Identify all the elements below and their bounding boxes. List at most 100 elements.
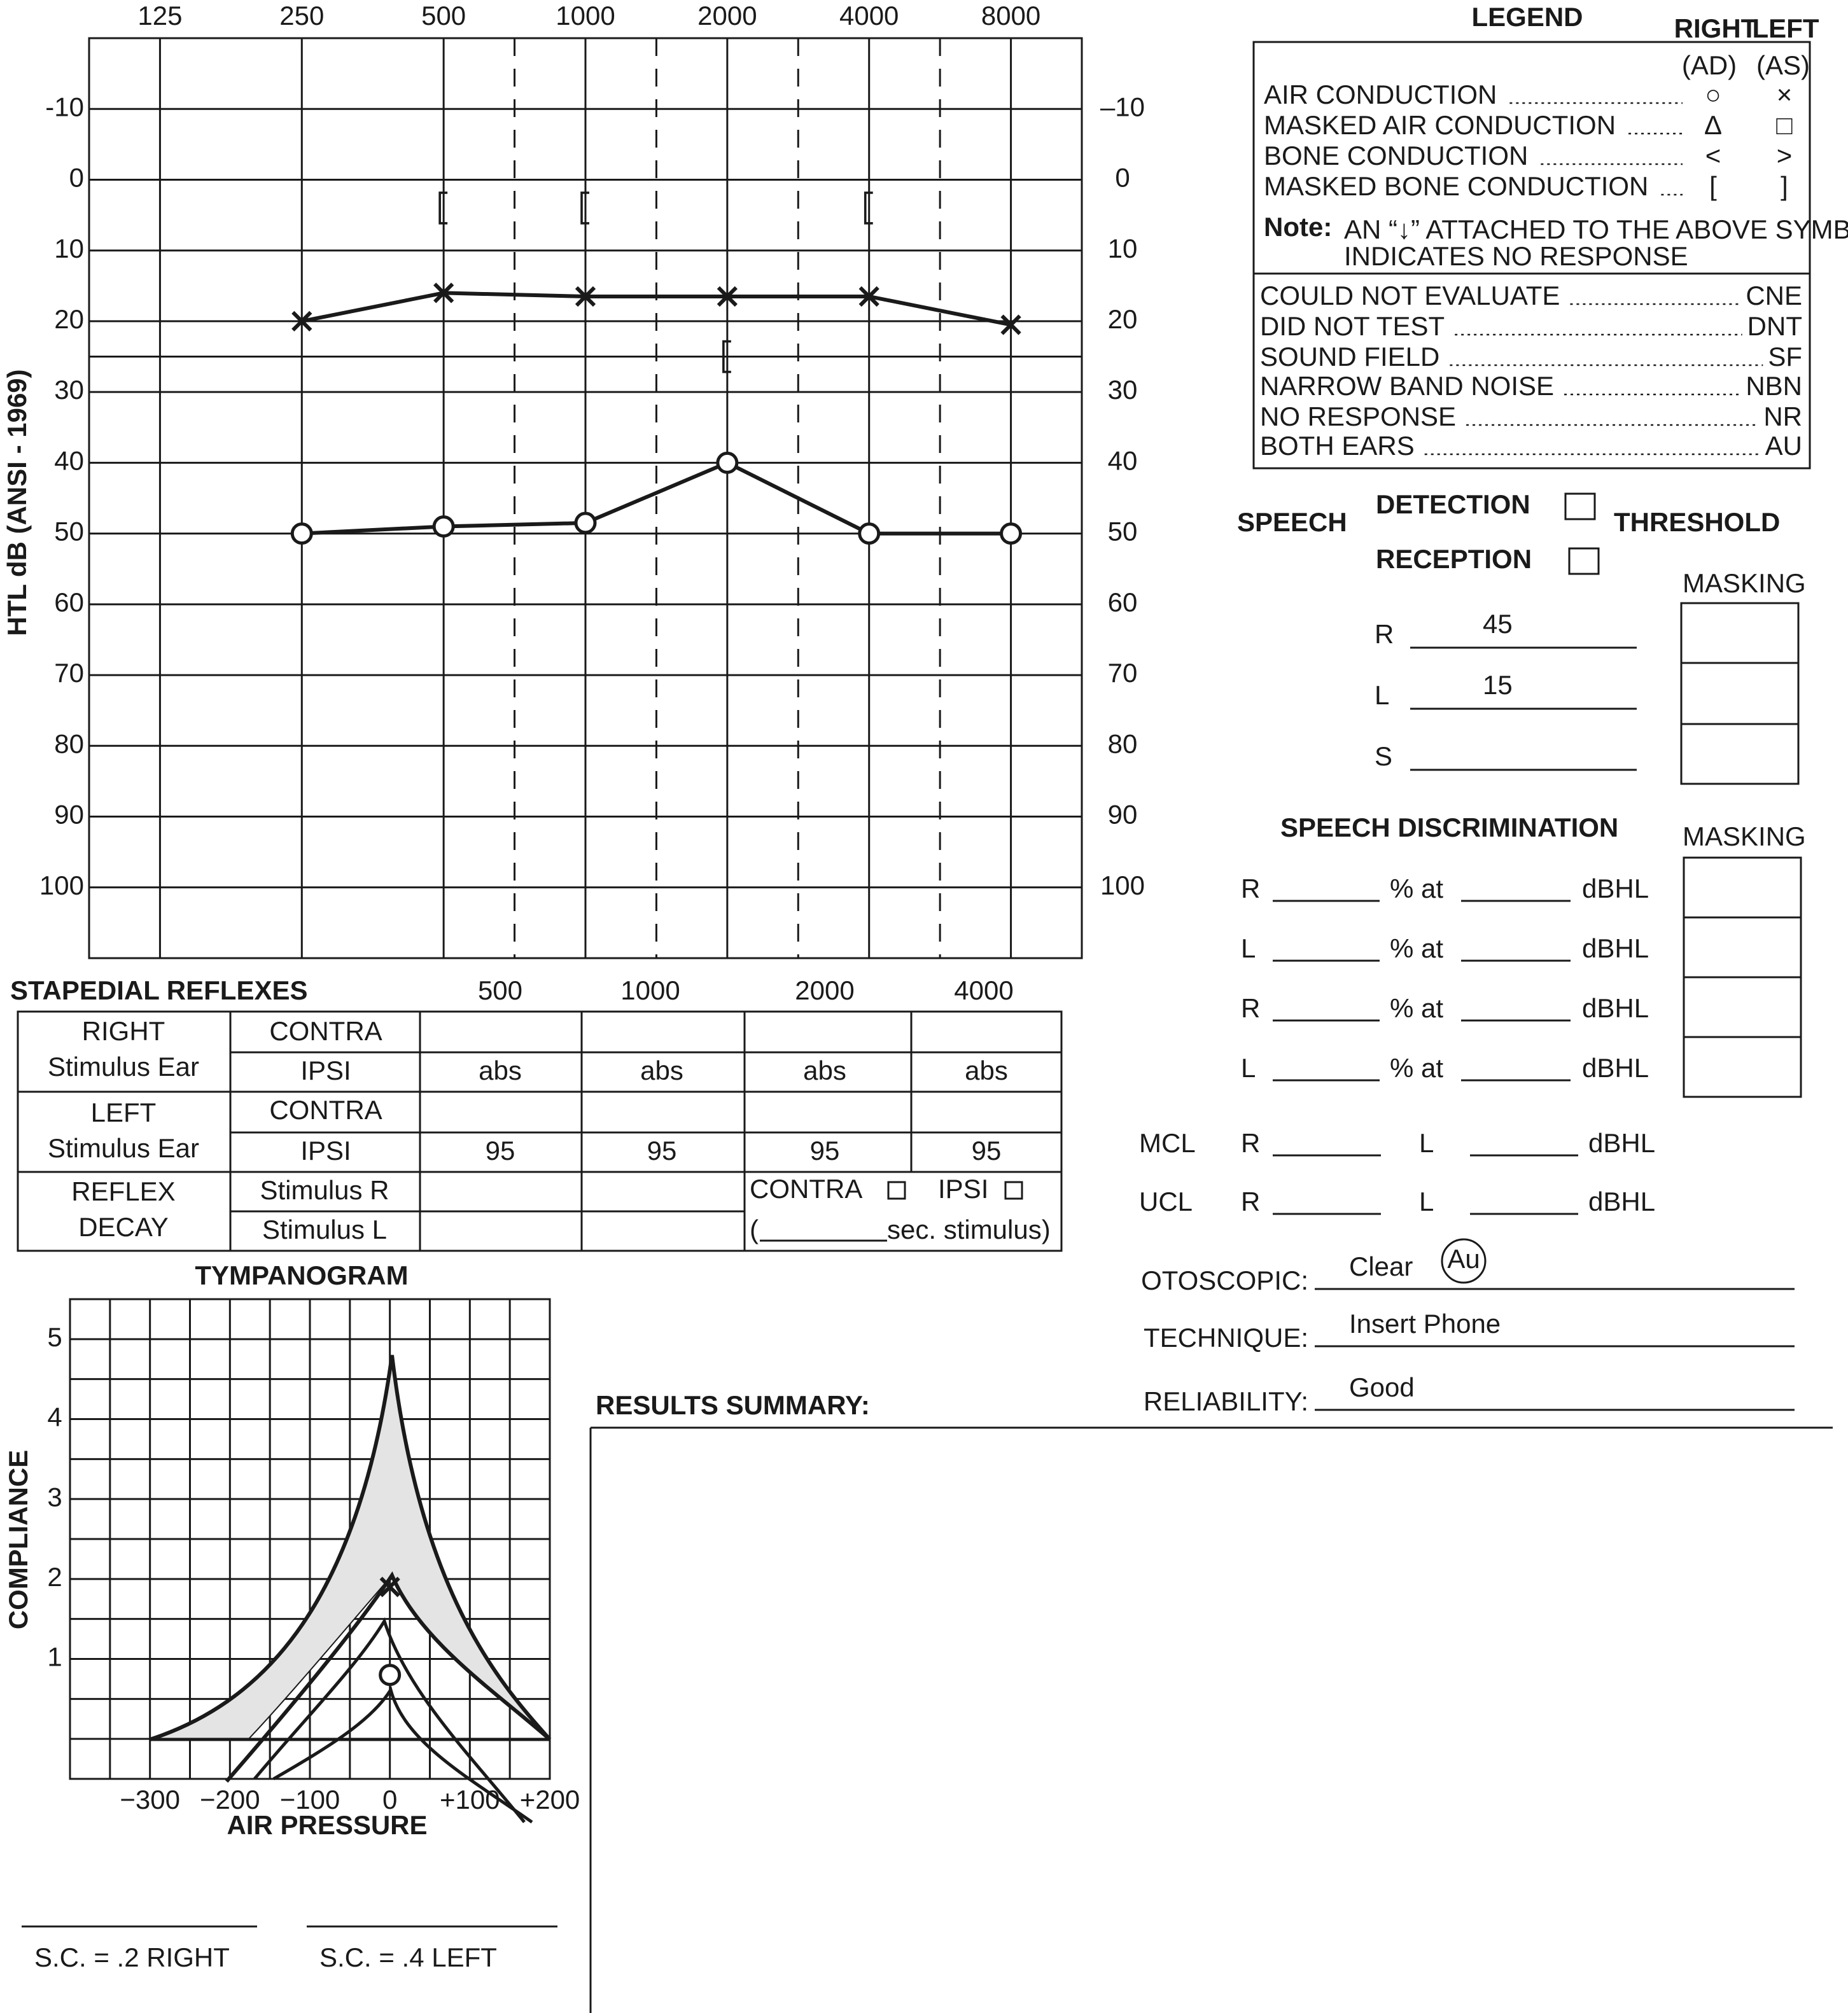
y-axis-label: COMPLIANCE [3,1450,33,1629]
unit: dBHL [1582,1053,1649,1083]
marker-bracket [722,340,731,373]
circled-ear [1441,1238,1487,1284]
y2-tick-label: 40 [1108,445,1138,475]
unit: dBHL [1582,933,1649,963]
x-tick-label: 0 [382,1785,397,1814]
field-value: Au [1447,1244,1480,1274]
legend-symbol: [ [1709,171,1717,201]
x-axis-label: AIR PRESSURE [227,1810,427,1840]
x-tick-label: −300 [120,1785,180,1814]
marker-x [379,1577,400,1598]
marker-x [717,286,738,307]
marker-bracket [580,192,589,225]
legend-label: BONE CONDUCTION [1264,141,1528,171]
y2-tick-label: 0 [1115,163,1130,193]
y2-tick-label: 60 [1108,587,1138,617]
y2-tick-label: 70 [1108,658,1138,688]
y-tick-label: 20 [54,304,84,334]
field-label: RELIABILITY: [1144,1386,1308,1416]
field-label: TECHNIQUE: [1144,1323,1308,1353]
abbreviation-label: SOUND FIELD [1260,342,1439,372]
x-tick-label: 250 [279,1,324,31]
section-label: SPEECH [1237,507,1347,537]
abbreviation-label: DID NOT TEST [1260,311,1445,341]
section-title: SPEECH DISCRIMINATION [1280,812,1618,842]
cell: abs [965,1055,1008,1085]
unit: dBHL [1588,1128,1655,1158]
curve [150,1355,552,1741]
y2-tick-label: 90 [1108,800,1138,830]
static-compliance: S.C. = .4 LEFT [319,1942,497,1972]
y2-tick-label: 50 [1108,517,1138,547]
marker-circle [432,515,455,538]
row-label: L [1241,933,1256,963]
x-tick-label: 8000 [981,1,1040,31]
y-tick-label: 30 [54,375,84,405]
row-text: % at [1390,874,1443,903]
legend-box [1252,41,1811,470]
cell: 95 [486,1136,515,1166]
row-label: IPSI [300,1055,351,1085]
y-tick-label: 1 [47,1642,62,1672]
section-title: RESULTS SUMMARY: [596,1390,870,1420]
cell: abs [803,1055,846,1085]
legend-header: RIGHT [1674,13,1758,43]
marker-circle [858,522,881,545]
row-group: Stimulus Ear [48,1133,199,1163]
option: CONTRA [750,1174,862,1204]
checkbox [1004,1181,1023,1200]
plot-frame [69,1298,551,1780]
marker-x [1000,314,1021,335]
row-label: Stimulus L [262,1215,387,1244]
legend-header: (AD) [1682,50,1737,80]
x-tick-label: −100 [280,1785,340,1814]
row-label: Stimulus R [260,1175,389,1205]
y-axis-label: HTL dB (ANSI - 1969) [2,369,32,636]
legend-symbol: ○ [1705,80,1721,109]
abbreviation: NR [1763,401,1802,431]
marker-x [575,286,596,307]
abbreviation-label: NO RESPONSE [1260,401,1456,431]
row-group: LEFT [91,1097,157,1127]
y-tick-label: 90 [54,800,84,830]
row-group: DECAY [78,1212,169,1242]
legend-header: LEFT [1753,13,1819,43]
y-tick-label: 2 [47,1562,62,1592]
row-label: R [1241,874,1260,903]
legend-symbol: < [1705,141,1721,171]
legend-header: (AS) [1756,50,1810,80]
row-text: % at [1390,993,1443,1023]
chart-title: TYMPANOGRAM [195,1260,408,1290]
x-tick-label: 1000 [556,1,615,31]
cell: sec. stimulus) [887,1215,1051,1244]
x-tick-label: 2000 [697,1,757,31]
row-label: R [1375,619,1394,649]
checkbox [887,1181,906,1200]
row-label: R [1241,993,1260,1023]
cell: abs [640,1055,683,1085]
note-label: Note: [1264,212,1332,242]
legend-label: AIR CONDUCTION [1264,80,1497,109]
y2-tick-label: 80 [1108,728,1138,758]
marker-bracket [864,192,873,225]
y2-tick-label: 10 [1108,233,1138,263]
curve [272,1685,533,1824]
y-tick-label: 3 [47,1482,62,1512]
abbreviation-label: BOTH EARS [1260,431,1415,461]
value: 15 [1483,670,1513,700]
field-value: Good [1349,1372,1415,1402]
x-tick-label: 4000 [839,1,899,31]
section-label: THRESHOLD [1614,507,1780,537]
y-tick-label: 10 [54,233,84,263]
marker-x [433,282,454,303]
masking-label: MASKING [1683,568,1806,598]
marker-circle [290,522,313,545]
y2-tick-label: 30 [1108,375,1138,405]
row-label: MCL [1139,1128,1196,1158]
checkbox [1568,547,1600,575]
legend-label: MASKED AIR CONDUCTION [1264,110,1616,140]
cell: 95 [810,1136,840,1166]
abbreviation: DNT [1747,311,1802,341]
marker-x [858,286,879,307]
